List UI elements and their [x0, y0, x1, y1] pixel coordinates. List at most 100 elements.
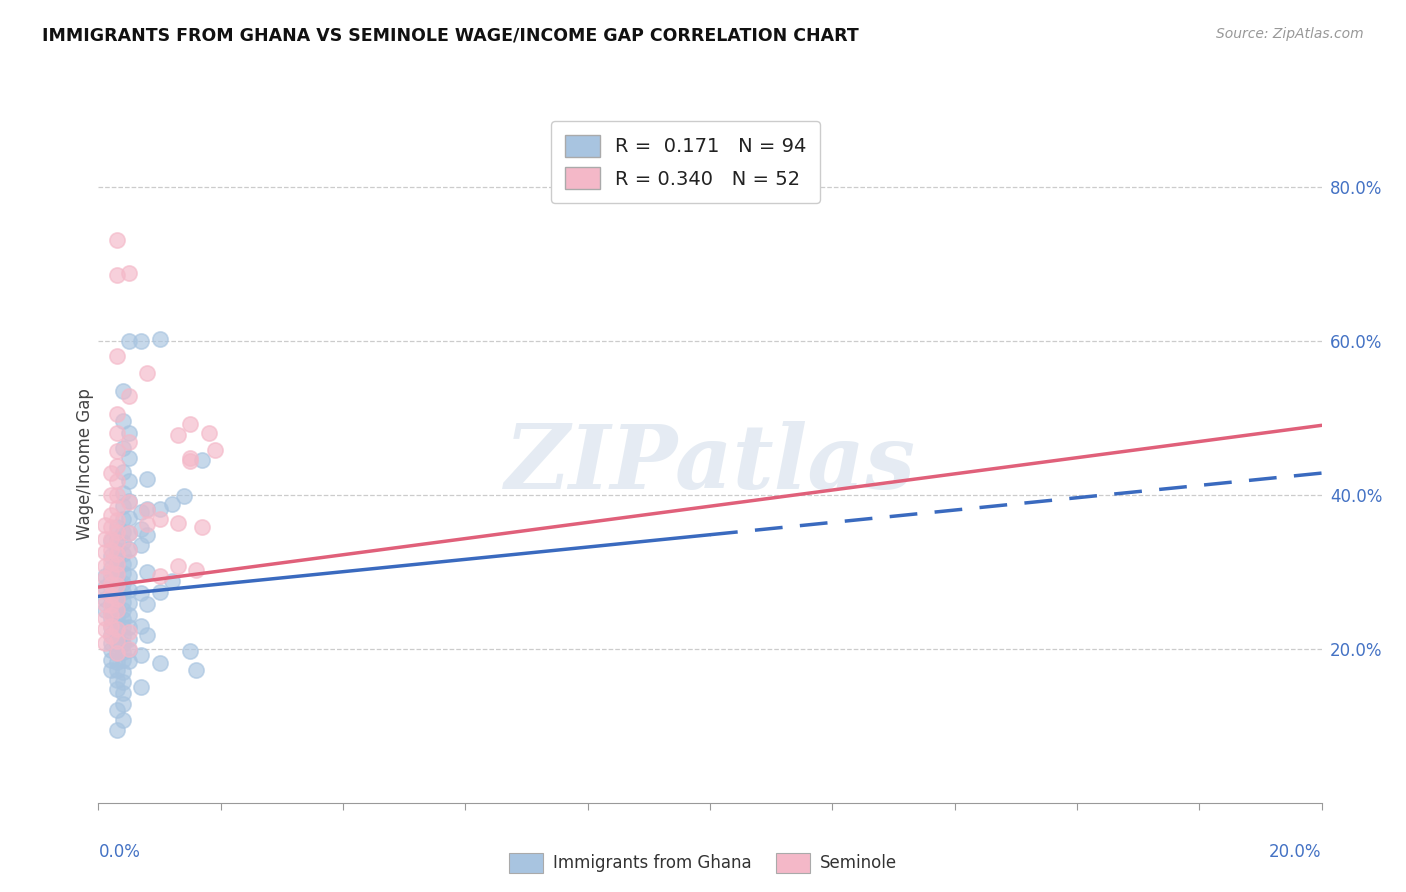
Point: [105, 573, 128, 587]
Text: 0.0%: 0.0%: [98, 843, 141, 861]
Point: [186, 563, 208, 577]
Point: [167, 516, 190, 530]
Point: [179, 417, 201, 431]
Point: [105, 234, 128, 248]
Point: [179, 450, 201, 465]
Point: [118, 643, 141, 657]
Point: [105, 634, 128, 648]
Point: [100, 488, 122, 502]
Point: [105, 533, 128, 547]
Point: [93, 571, 115, 585]
Point: [129, 648, 152, 662]
Point: [118, 624, 141, 639]
Point: [111, 512, 134, 526]
Y-axis label: Wage/Income Gap: Wage/Income Gap: [76, 388, 94, 540]
Point: [105, 474, 128, 488]
Point: [105, 407, 128, 421]
Point: [149, 568, 172, 582]
Point: [118, 607, 141, 622]
Point: [100, 607, 122, 622]
Point: [186, 663, 208, 677]
Text: Source: ZipAtlas.com: Source: ZipAtlas.com: [1216, 27, 1364, 41]
Point: [100, 520, 122, 534]
Point: [105, 459, 128, 474]
Point: [118, 654, 141, 668]
Point: [160, 574, 183, 588]
Point: [105, 723, 128, 737]
Point: [118, 526, 141, 541]
Point: [100, 543, 122, 558]
Point: [111, 595, 134, 609]
Point: [111, 465, 134, 479]
Point: [136, 366, 159, 380]
Point: [105, 557, 128, 571]
Point: [136, 528, 159, 542]
Point: [118, 493, 141, 508]
Point: [111, 486, 134, 500]
Point: [100, 561, 122, 575]
Point: [129, 505, 152, 519]
Point: [93, 635, 115, 649]
Point: [93, 591, 115, 606]
Text: ZIPatlas: ZIPatlas: [505, 421, 915, 507]
Point: [105, 591, 128, 605]
Point: [100, 605, 122, 619]
Point: [111, 535, 134, 549]
Point: [100, 533, 122, 548]
Point: [118, 620, 141, 634]
Point: [173, 489, 195, 503]
Point: [160, 497, 183, 511]
Point: [118, 389, 141, 403]
Point: [136, 472, 159, 486]
Point: [111, 576, 134, 591]
Point: [105, 543, 128, 558]
Point: [105, 268, 128, 282]
Point: [93, 611, 115, 625]
Point: [93, 545, 115, 559]
Point: [111, 566, 134, 581]
Point: [100, 466, 122, 480]
Point: [179, 454, 201, 468]
Point: [118, 632, 141, 646]
Point: [100, 597, 122, 611]
Point: [111, 620, 134, 634]
Point: [118, 266, 141, 280]
Point: [118, 510, 141, 524]
Text: 20.0%: 20.0%: [1270, 843, 1322, 861]
Point: [100, 629, 122, 643]
Point: [105, 609, 128, 624]
Point: [111, 629, 134, 643]
Point: [136, 565, 159, 579]
Point: [167, 558, 190, 573]
Point: [136, 597, 159, 611]
Point: [111, 713, 134, 727]
Point: [111, 665, 134, 679]
Point: [105, 603, 128, 617]
Point: [167, 427, 190, 442]
Point: [111, 547, 134, 561]
Point: [105, 637, 128, 651]
Point: [111, 500, 134, 514]
Point: [129, 618, 152, 632]
Point: [105, 488, 128, 502]
Point: [149, 585, 172, 599]
Point: [105, 547, 128, 561]
Point: [204, 442, 226, 457]
Point: [111, 637, 134, 651]
Point: [105, 646, 128, 660]
Point: [111, 603, 134, 617]
Point: [118, 595, 141, 609]
Point: [111, 524, 134, 539]
Point: [93, 568, 115, 582]
Point: [105, 628, 128, 642]
Point: [118, 435, 141, 450]
Point: [100, 598, 122, 612]
Point: [149, 512, 172, 526]
Point: [93, 623, 115, 637]
Point: [111, 612, 134, 626]
Point: [100, 577, 122, 591]
Point: [105, 500, 128, 515]
Point: [105, 553, 128, 567]
Point: [111, 557, 134, 571]
Point: [105, 591, 128, 606]
